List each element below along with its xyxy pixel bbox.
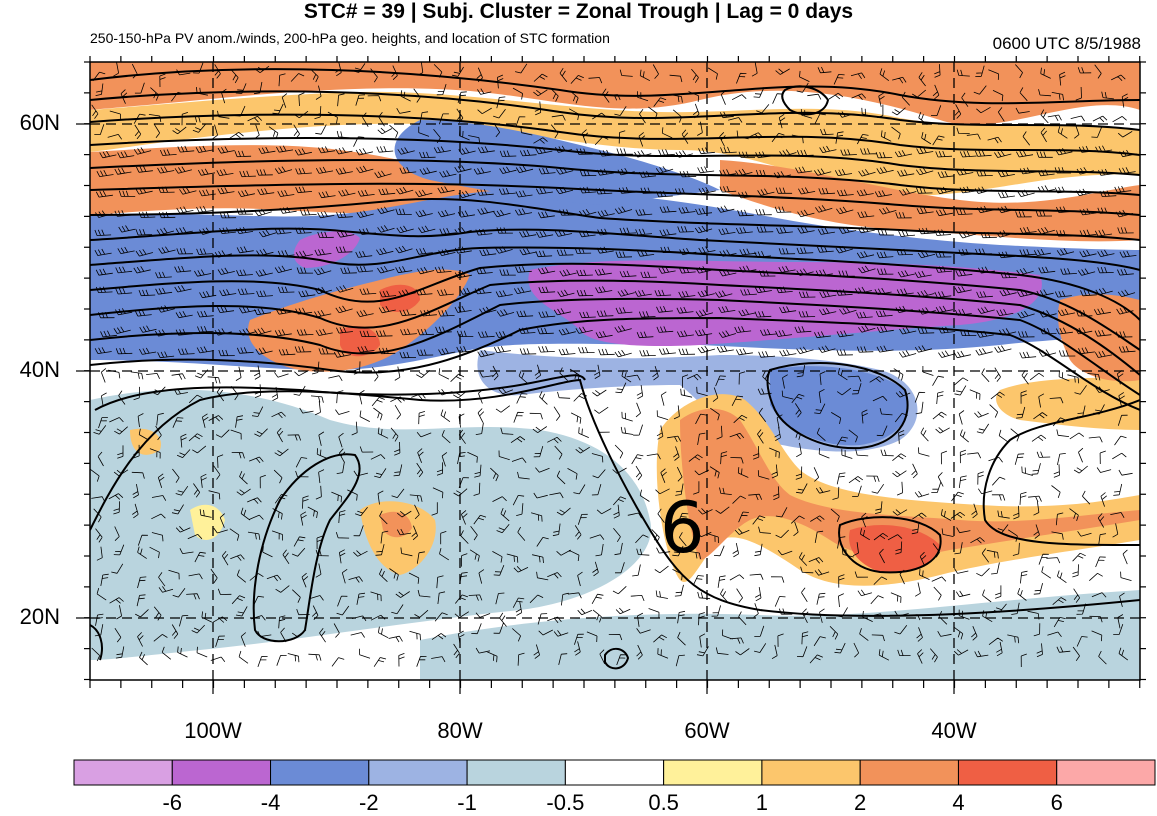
colorbar-swatch [957, 759, 1058, 786]
colorbar-label: 2 [854, 790, 867, 815]
wind-barbs [90, 62, 1137, 668]
colorbar-swatch [73, 759, 173, 786]
lat-label-60n: 60N [19, 110, 60, 135]
colorbar-label: 4 [952, 790, 965, 815]
colorbar-label: 1 [755, 790, 769, 815]
colorbar-label: 6 [1050, 790, 1063, 815]
colorbar-label: -6 [162, 790, 183, 815]
colorbar-swatch [171, 759, 272, 786]
axis-ticks [76, 56, 1146, 694]
colorbar-swatch [1056, 759, 1156, 786]
lat-label-40n: 40N [19, 357, 60, 382]
colorbar-label: -0.5 [546, 790, 585, 815]
colorbar-label: 0.5 [648, 790, 679, 815]
colorbar-swatch [663, 759, 763, 786]
grid-lines [90, 62, 1140, 680]
lon-label-80w: 80W [437, 718, 483, 743]
colorbar-swatch [466, 759, 566, 786]
colorbar-swatch [859, 759, 959, 786]
colorbar [73, 759, 1156, 786]
lat-label-20n: 20N [19, 604, 60, 629]
colorbar-label: -4 [260, 790, 281, 815]
lon-label-100w: 100W [184, 718, 242, 743]
colorbar-label: -2 [359, 790, 379, 815]
colorbar-swatch [270, 759, 370, 786]
colorbar-swatch [564, 759, 665, 786]
chart-title: STC# = 39 | Subj. Cluster = Zonal Trough… [303, 0, 854, 23]
chart-subtitle: 250-150-hPa PV anom./winds, 200-hPa geo.… [90, 30, 610, 46]
stc-formation-marker: 6 [660, 487, 705, 569]
lon-label-40w: 40W [931, 718, 977, 743]
timestamp: 0600 UTC 8/5/1988 [992, 34, 1141, 53]
colorbar-label: -1 [457, 790, 477, 815]
colorbar-swatch [761, 759, 861, 786]
colorbar-swatch [368, 759, 468, 786]
lon-label-60w: 60W [684, 718, 730, 743]
